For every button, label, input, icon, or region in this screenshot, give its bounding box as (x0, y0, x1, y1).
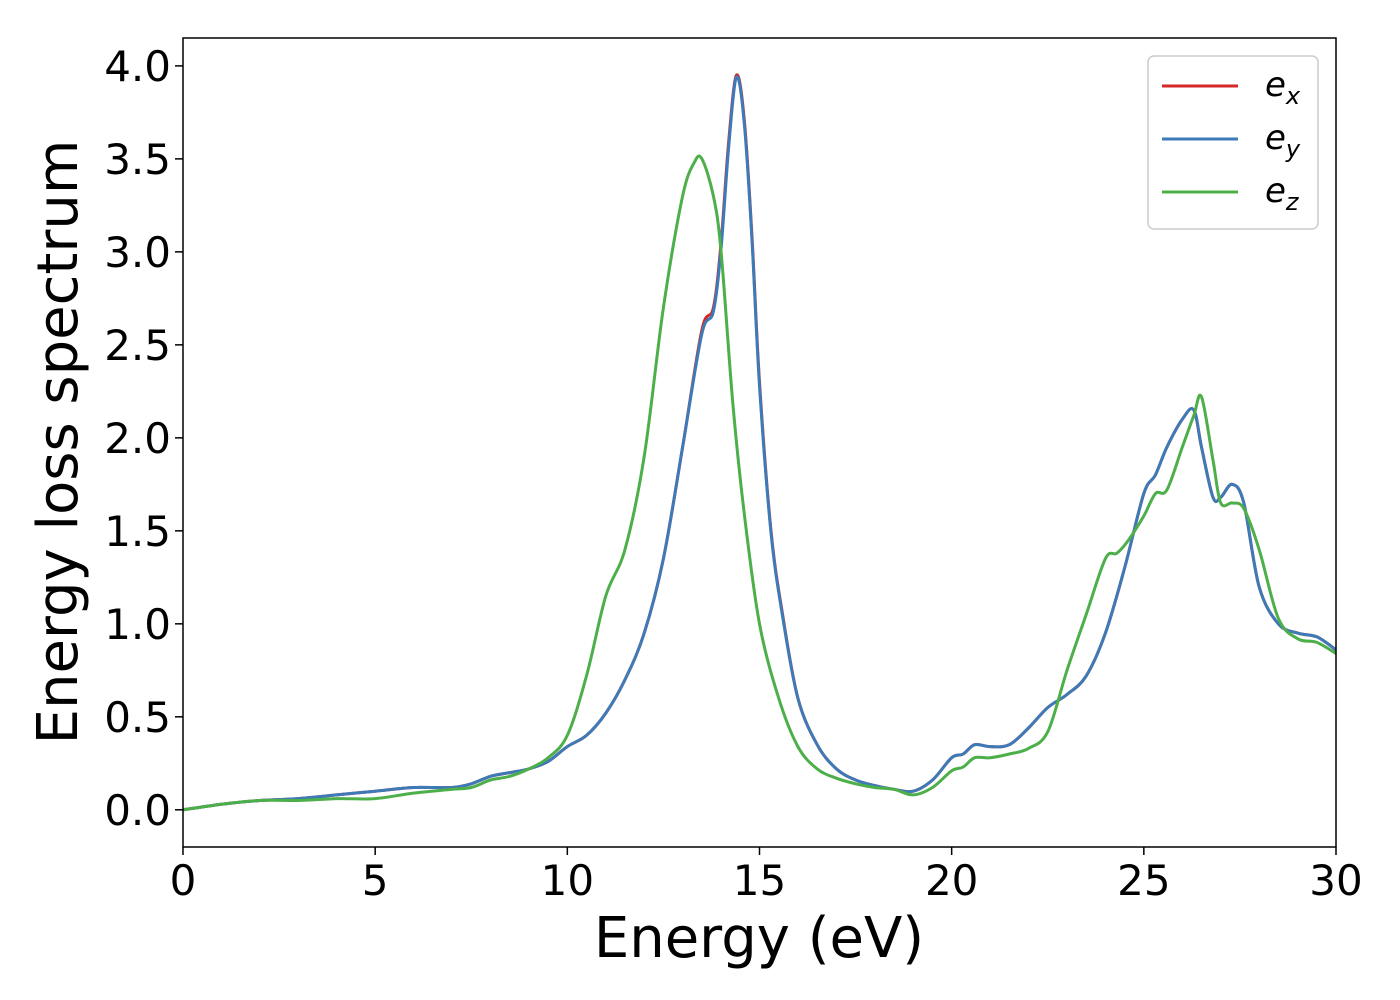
legend-label-main: e (1265, 65, 1286, 105)
x-tick-label: 10 (541, 856, 594, 905)
y-tick-label: 0.5 (104, 693, 171, 742)
x-tick-label: 0 (170, 856, 197, 905)
y-tick-label: 3.0 (104, 228, 171, 277)
legend-label-sub: z (1285, 188, 1300, 216)
y-tick-label: 2.5 (104, 321, 171, 370)
x-axis-label: Energy (eV) (594, 906, 924, 971)
y-axis-label: Energy loss spectrum (26, 140, 91, 745)
y-tick-label: 3.5 (104, 135, 171, 184)
legend-label-x: ex (1265, 65, 1301, 110)
y-tick-label: 2.0 (104, 414, 171, 463)
legend-label-z: ez (1265, 171, 1300, 216)
x-tick-label: 15 (733, 856, 786, 905)
x-tick-label: 5 (362, 856, 389, 905)
y-axis: 0.0 0.5 1.0 1.5 2.0 2.5 3.0 3.5 4.0 (104, 42, 183, 835)
legend-label-sub: x (1285, 82, 1301, 110)
series-layer (183, 73, 1336, 812)
x-tick-label: 20 (925, 856, 978, 905)
x-tick-label: 30 (1309, 856, 1362, 905)
y-tick-label: 1.0 (104, 600, 171, 649)
legend-box (1147, 55, 1319, 230)
legend-label-sub: y (1285, 135, 1301, 163)
plot-background (183, 38, 1336, 847)
legend-label-main: e (1265, 171, 1286, 211)
legend-label-main: e (1265, 118, 1286, 158)
x-axis: 0 5 10 15 20 25 30 (170, 847, 1363, 905)
y-tick-label: 0.0 (104, 786, 171, 835)
y-tick-label: 1.5 (104, 507, 171, 556)
x-tick-label: 25 (1117, 856, 1170, 905)
y-tick-label: 4.0 (104, 42, 171, 91)
legend-label-y: ey (1265, 118, 1301, 163)
series-line-z (183, 154, 1336, 812)
